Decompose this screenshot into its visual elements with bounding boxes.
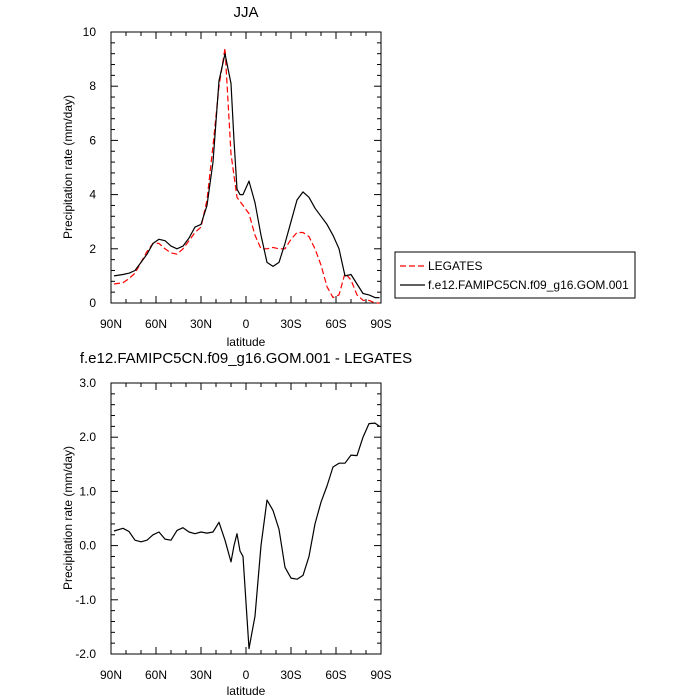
y-tick-label: 3.0 (79, 376, 96, 390)
y-tick-label: 6 (89, 133, 96, 147)
x-tick-label: 90N (100, 668, 122, 682)
x-tick-label: 30S (280, 317, 301, 331)
y-tick-label: 4 (89, 188, 96, 202)
top-title: JJA (233, 4, 258, 21)
y-tick-label: 8 (89, 79, 96, 93)
legend-box (394, 251, 636, 299)
y-tick-label: 2 (89, 242, 96, 256)
top-plot-frame (110, 31, 382, 304)
bottom-ticks: 90N 60N 30N 0 30S 60S 90S -2.0 -1.0 0.0 1.0 2.0 3.0 (75, 376, 391, 682)
x-tick-label: 60N (145, 668, 167, 682)
legend-model-label: f.e12.FAMIPC5CN.f09_g16.GOM.001 (428, 278, 629, 292)
top-x-axis-label: latitude (227, 335, 266, 349)
x-tick-label: 60N (145, 317, 167, 331)
x-tick-label: 60S (325, 317, 346, 331)
bottom-y-axis-label: Precipitation rate (mm/day) (61, 446, 75, 590)
y-tick-label: 10 (83, 25, 97, 39)
series-line-0-1 (113, 53, 380, 299)
y-tick-label: 0 (89, 296, 96, 310)
y-tick-label: -2.0 (75, 647, 96, 661)
y-tick-label: 0.0 (79, 539, 96, 553)
top-ticks: 90N 60N 30N 0 30S 60S 90S 0 2 4 6 8 10 (83, 25, 392, 331)
x-tick-label: 0 (243, 317, 250, 331)
x-tick-label: 90N (100, 317, 122, 331)
bottom-panel: f.e12.FAMIPC5CN.f09_g16.GOM.001 - LEGATE… (61, 350, 412, 698)
y-tick-label: 1.0 (79, 484, 96, 498)
x-tick-label: 60S (325, 668, 346, 682)
x-tick-label: 90S (370, 317, 391, 331)
x-tick-label: 30N (190, 317, 212, 331)
y-tick-label: -1.0 (75, 593, 96, 607)
top-y-axis-label: Precipitation rate (mm/day) (61, 95, 75, 239)
series-line-0-0 (113, 47, 380, 304)
x-tick-label: 30N (190, 668, 212, 682)
x-tick-label: 90S (370, 668, 391, 682)
x-tick-label: 30S (280, 668, 301, 682)
bottom-series (113, 422, 380, 650)
legend: LEGATES f.e12.FAMIPC5CN.f09_g16.GOM.001 (394, 251, 636, 299)
top-series (113, 47, 380, 304)
y-tick-label: 2.0 (79, 430, 96, 444)
legend-legates-label: LEGATES (428, 259, 482, 273)
series-line-1-0 (113, 422, 380, 650)
x-tick-label: 0 (243, 668, 250, 682)
bottom-plot-frame (110, 382, 382, 655)
bottom-x-axis-label: latitude (227, 684, 266, 698)
bottom-title: f.e12.FAMIPC5CN.f09_g16.GOM.001 - LEGATE… (80, 350, 412, 367)
